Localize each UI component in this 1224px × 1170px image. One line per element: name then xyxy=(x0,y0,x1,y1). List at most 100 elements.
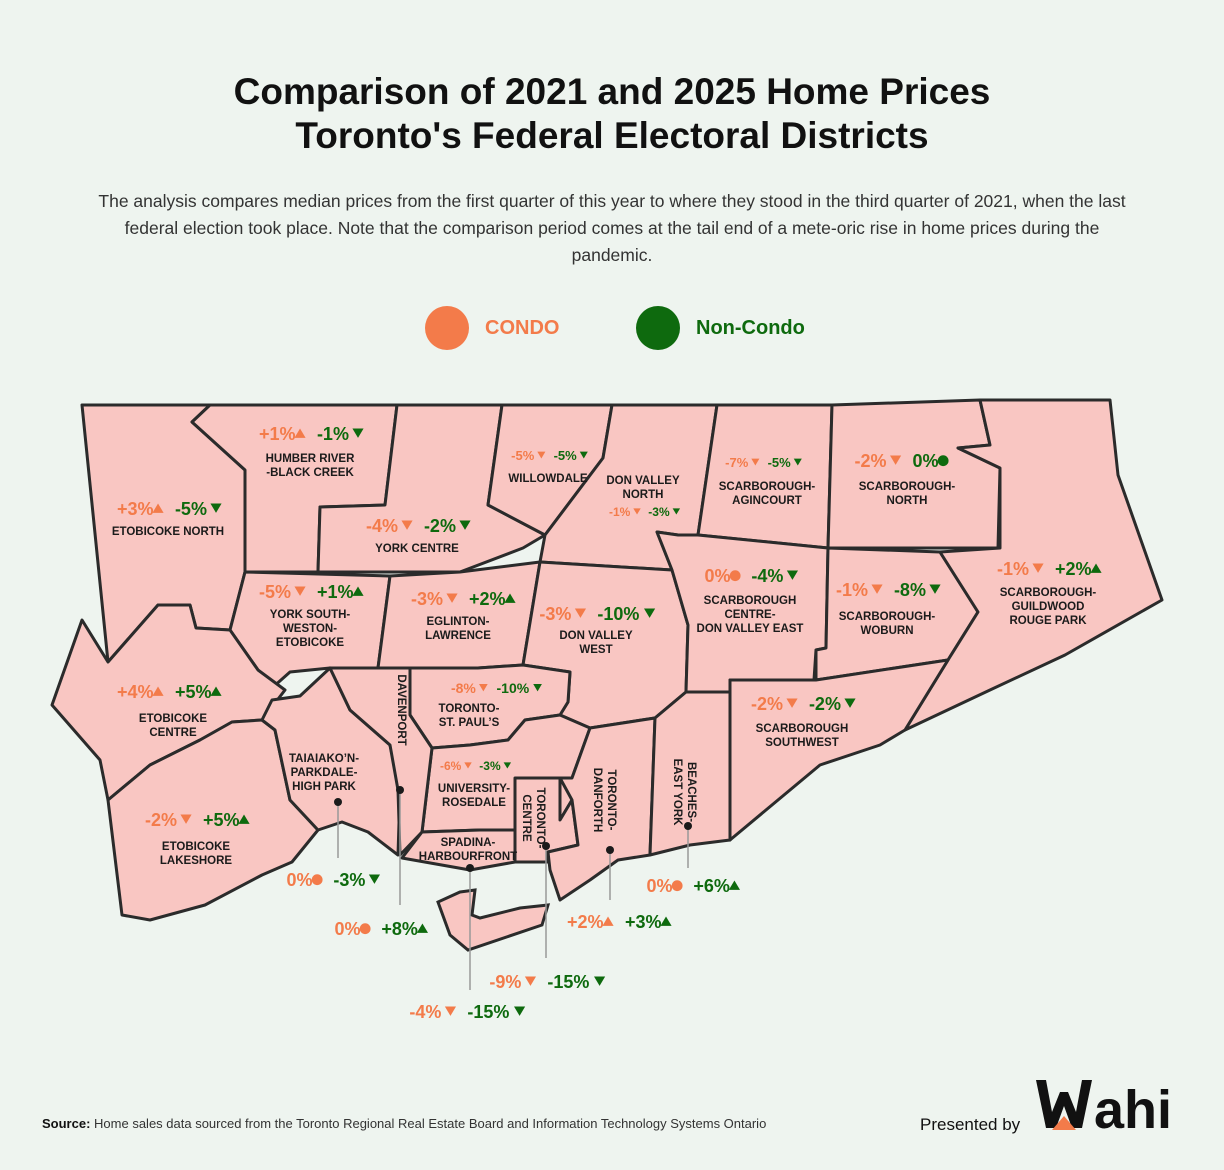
district-name-line: ETOBICOKE xyxy=(276,637,344,649)
noncondo-down-arrow-icon xyxy=(533,684,542,692)
leader-dot-toronto-centre xyxy=(542,842,550,850)
district-shape-scarborough-southwest xyxy=(728,658,950,842)
leader-dot-beaches-east-york xyxy=(684,822,692,830)
noncondo-dot-icon xyxy=(937,455,949,467)
district-humber-river-black-creek: HUMBER RIVER -BLACK CREEK +1% -1% xyxy=(259,424,364,479)
district-name-line: LAWRENCE xyxy=(425,630,491,642)
district-name-line: PARKDALE- xyxy=(291,767,358,779)
toronto-islands-shape xyxy=(436,888,551,952)
district-name: TORONTO- ST. PAUL’S xyxy=(439,703,500,729)
noncondo-down-arrow-icon xyxy=(793,458,802,466)
noncondo-down-arrow-icon xyxy=(786,570,799,580)
noncondo-up-arrow-icon xyxy=(1090,563,1102,573)
district-name: DON VALLEY WEST xyxy=(559,630,633,656)
condo-down-arrow-icon xyxy=(444,1006,457,1016)
noncondo-change-value: -4% xyxy=(751,566,783,586)
district-beaches-east-york: BEACHES-EAST YORK 0% +6% xyxy=(647,759,741,896)
district-spadina-harbourfront: SPADINA- HARBOURFRONT -4% -15% xyxy=(409,837,526,1022)
noncondo-change-value: -8% xyxy=(894,580,926,600)
noncondo-up-arrow-icon xyxy=(504,593,516,603)
leader-dot-davenport xyxy=(396,786,404,794)
legend-noncondo-label: Non-Condo xyxy=(696,316,805,339)
condo-change-value: +3% xyxy=(117,499,154,519)
noncondo-down-arrow-icon xyxy=(459,520,471,530)
noncondo-change-value: -5% xyxy=(554,448,578,463)
district-toronto-centre: TORONTO-CENTRE -9% -15% xyxy=(489,788,606,992)
district-name-line: ETOBICOKE NORTH xyxy=(112,526,224,538)
district-name: BEACHES-EAST YORK xyxy=(671,759,697,827)
condo-change-value: -6% xyxy=(440,759,462,773)
condo-change-value: -5% xyxy=(511,448,535,463)
district-name: ETOBICOKE NORTH xyxy=(112,526,224,538)
district-name: ETOBICOKE CENTRE xyxy=(139,713,207,739)
condo-change-value: +2% xyxy=(567,912,604,932)
district-name-line: WILLOWDALE xyxy=(508,473,588,485)
noncondo-down-arrow-icon xyxy=(368,874,381,884)
noncondo-change-value: -5% xyxy=(768,455,792,470)
leader-dot-toronto-danforth xyxy=(606,846,614,854)
noncondo-change-value: +2% xyxy=(469,589,506,609)
noncondo-up-arrow-icon xyxy=(352,586,364,596)
condo-down-arrow-icon xyxy=(479,684,488,692)
condo-change-value: -3% xyxy=(411,589,443,609)
district-name: SCARBOROUGH SOUTHWEST xyxy=(756,723,849,749)
condo-change-value: +1% xyxy=(259,424,296,444)
condo-up-arrow-icon xyxy=(602,916,614,926)
condo-change-value: 0% xyxy=(647,876,673,896)
district-name-line: CENTRE- xyxy=(724,609,775,621)
district-name-line: -BLACK CREEK xyxy=(266,467,354,479)
condo-dot-icon xyxy=(359,923,371,935)
noncondo-change-value: +1% xyxy=(317,582,354,602)
district-name-line: WESTON- xyxy=(283,623,337,635)
district-shape-spadina-harbourfront xyxy=(400,828,517,872)
presented-by: Presented by xyxy=(920,1115,1021,1134)
chart-title: Comparison of 2021 and 2025 Home Prices … xyxy=(0,70,1224,158)
condo-change-value: -2% xyxy=(145,810,177,830)
district-scarborough-north: SCARBOROUGH- NORTH -2% 0% xyxy=(855,451,956,507)
condo-change-value: 0% xyxy=(335,919,361,939)
district-name-line: SOUTHWEST xyxy=(765,737,838,749)
condo-change-value: -1% xyxy=(609,505,631,519)
district-york-centre: YORK CENTRE -4% -2% xyxy=(366,516,471,555)
svg-text:ahi: ahi xyxy=(1094,1080,1172,1134)
district-name: SCARBOROUGH- AGINCOURT xyxy=(719,481,816,507)
district-name-line: DON VALLEY xyxy=(559,630,633,642)
wahi-logo: ahi xyxy=(1036,1080,1172,1134)
noncondo-change-value: -15% xyxy=(467,1002,509,1022)
condo-down-arrow-icon xyxy=(890,455,902,465)
noncondo-down-arrow-icon xyxy=(579,451,588,459)
condo-down-arrow-icon xyxy=(786,698,798,708)
condo-change-value: -9% xyxy=(489,972,521,992)
district-name-line: EGLINTON- xyxy=(426,616,489,628)
district-don-valley-north: DON VALLEY NORTH -1% -3% xyxy=(606,475,681,519)
condo-change-value: -4% xyxy=(409,1002,441,1022)
district-name-line: EAST YORK xyxy=(671,759,683,827)
district-name-line: TAIAIAKO’N- xyxy=(289,753,359,765)
condo-down-arrow-icon xyxy=(1032,563,1044,573)
noncondo-down-arrow-icon xyxy=(594,976,606,986)
leader-dot-taiaiakon-parkdale-high-park xyxy=(334,798,342,806)
condo-down-arrow-icon xyxy=(524,976,537,986)
district-name-line: HARBOURFRONT xyxy=(419,851,517,863)
district-toronto-danforth: TORONTO-DANFORTH +2% +3% xyxy=(567,768,672,932)
district-name-line: ETOBICOKE xyxy=(139,713,207,725)
district-labels: ETOBICOKE NORTH +3% -5% HUMBER RIVER -BLACK … xyxy=(112,424,1102,1022)
noncondo-up-arrow-icon xyxy=(238,814,250,824)
noncondo-change-value: -2% xyxy=(424,516,456,536)
district-davenport: DAVENPORT 0% +8% xyxy=(335,674,429,939)
district-name: SCARBOROUGH CENTRE- DON VALLEY EAST xyxy=(697,595,804,635)
source-label: Source: xyxy=(42,1116,91,1131)
district-name-line: CENTRE xyxy=(520,794,532,842)
district-name: YORK SOUTH- WESTON- ETOBICOKE xyxy=(270,609,351,649)
district-name-line: TORONTO- xyxy=(605,770,617,831)
district-taiaiakon-parkdale-high-park: TAIAIAKO’N- PARKDALE- HIGH PARK 0% -3% xyxy=(287,753,381,890)
district-name: TORONTO-CENTRE xyxy=(520,788,546,849)
district-name-line: NORTH xyxy=(887,495,928,507)
noncondo-change-value: -3% xyxy=(479,759,501,773)
district-name-line: LAKESHORE xyxy=(160,855,233,867)
noncondo-down-arrow-icon xyxy=(844,698,856,708)
condo-change-value: -2% xyxy=(751,694,783,714)
district-don-valley-west: DON VALLEY WEST -3% -10% xyxy=(539,604,656,656)
source-text: Home sales data sourced from the Toronto… xyxy=(94,1116,767,1131)
title-line-1: Comparison of 2021 and 2025 Home Prices xyxy=(233,71,991,112)
